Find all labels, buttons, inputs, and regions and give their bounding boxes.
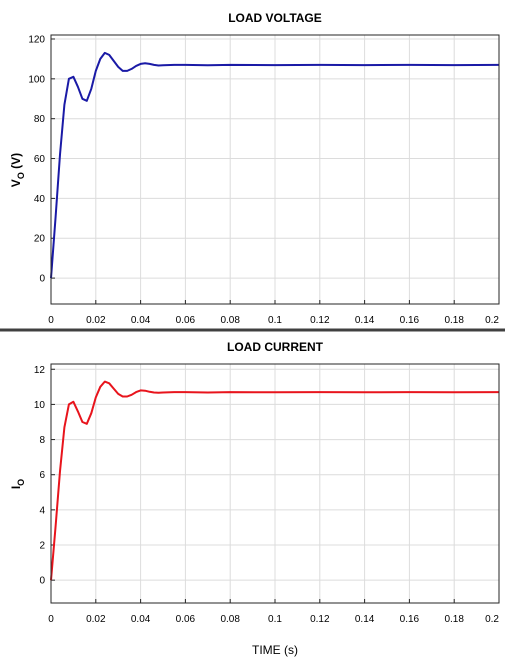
current-x-tick-label: 0.1 [268,614,282,625]
current-x-tick-label: 0.06 [176,614,196,625]
current-y-tick-label: 4 [39,505,45,516]
current-grid [50,364,500,603]
voltage-y-tick-label: 60 [34,154,46,165]
voltage-plot-frame [50,34,500,305]
current-y-label-main: I [9,486,23,489]
current-x-tick-label: 0 [48,614,54,625]
voltage-x-tick-label: 0.02 [86,315,106,326]
voltage-y-label-unit: (V) [9,153,23,172]
voltage-chart: LOAD VOLTAGE 0 20 40 60 80 100 120 0 0.02 0.04 0.… [9,11,500,326]
voltage-y-tick-label: 40 [34,194,46,205]
voltage-x-tick-label: 0.1 [268,315,282,326]
voltage-y-tick-label: 120 [28,34,45,45]
current-y-label-sub: O [16,479,26,486]
current-series-line [50,380,500,581]
voltage-y-tick-label: 80 [34,114,46,125]
voltage-series-line [50,51,500,279]
voltage-x-tick-label: 0 [48,315,54,326]
voltage-x-tick-label: 0.04 [131,315,151,326]
voltage-y-label-sub: O [16,172,26,179]
current-x-tick-label: 0.08 [220,614,240,625]
current-x-tick-label: 0.16 [400,614,420,625]
voltage-x-tick-label: 0.2 [485,315,499,326]
voltage-y-tick-label: 0 [39,274,45,285]
current-x-tick-label: 0.04 [131,614,151,625]
current-x-axis-label: TIME (s) [252,643,298,657]
current-x-ticks: 0 0.02 0.04 0.06 0.08 0.1 0.12 0.14 0.16 0.18 0.2 [48,599,500,625]
voltage-x-tick-label: 0.14 [355,315,375,326]
current-plot-frame [50,363,500,604]
current-x-tick-label: 0.14 [355,614,375,625]
current-y-ticks: 0 2 4 6 8 10 12 [34,365,55,587]
current-x-tick-label: 0.18 [444,614,464,625]
current-y-tick-label: 2 [39,541,45,552]
voltage-x-ticks: 0 0.02 0.04 0.06 0.08 0.1 0.12 0.14 0.16 0.18 0.2 [48,300,500,326]
current-chart-title: LOAD CURRENT [227,340,324,354]
current-y-tick-label: 0 [39,576,45,587]
current-chart: LOAD CURRENT 0 2 4 6 8 10 12 0 0.02 0.04 0.06 0.08… [9,340,500,657]
voltage-y-axis-label: VO (V) [9,153,26,187]
current-y-tick-label: 6 [39,470,45,481]
voltage-x-tick-label: 0.18 [444,315,464,326]
current-y-tick-label: 12 [34,365,46,376]
current-x-tick-label: 0.2 [485,614,499,625]
current-x-tick-label: 0.02 [86,614,106,625]
voltage-x-tick-label: 0.06 [176,315,196,326]
voltage-x-tick-label: 0.16 [400,315,420,326]
current-x-tick-label: 0.12 [310,614,330,625]
voltage-y-label-main: V [9,179,23,187]
current-y-tick-label: 8 [39,435,45,446]
voltage-y-tick-label: 100 [28,74,45,85]
current-y-tick-label: 10 [34,400,46,411]
current-y-axis-label: IO [9,479,26,489]
voltage-y-tick-label: 20 [34,234,46,245]
voltage-chart-title: LOAD VOLTAGE [228,11,322,25]
voltage-x-tick-label: 0.08 [220,315,240,326]
voltage-x-tick-label: 0.12 [310,315,330,326]
